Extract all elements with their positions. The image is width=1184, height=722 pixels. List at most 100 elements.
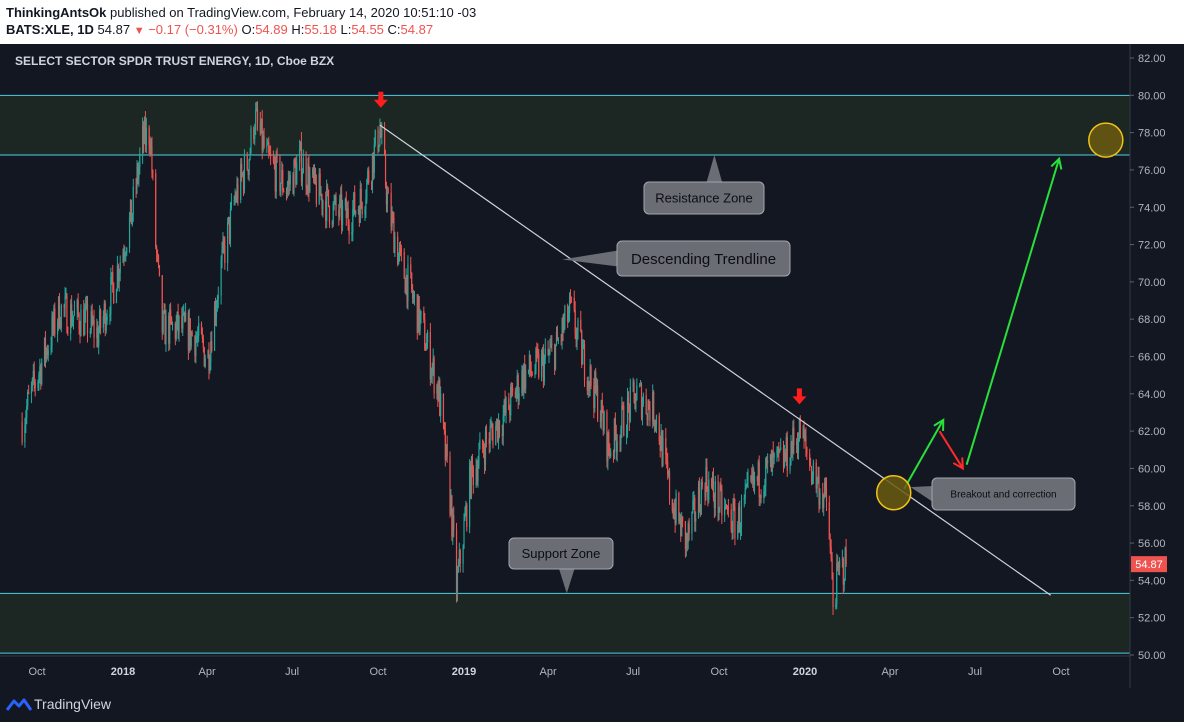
candle-body [387, 192, 389, 194]
candle-body [648, 401, 650, 409]
candle-body [365, 199, 367, 209]
candle-body [433, 358, 435, 394]
candle-body [175, 323, 177, 339]
candle-body [235, 196, 237, 201]
candle-body [645, 395, 647, 414]
candle-body [407, 264, 409, 302]
candle-body [457, 564, 459, 572]
candle-body [815, 462, 817, 489]
candle-body [606, 411, 608, 462]
candle-body [182, 314, 184, 329]
candle-body [189, 318, 191, 347]
y-tick-label: 78.00 [1138, 128, 1166, 140]
candle-body [327, 189, 330, 206]
tradingview-logo-icon[interactable] [6, 697, 32, 713]
candle-body [178, 316, 180, 333]
candle-body [97, 327, 99, 347]
candle-body [673, 508, 675, 518]
candle-body [255, 108, 258, 111]
candle-body [744, 488, 746, 499]
candle-body [601, 400, 603, 414]
candle-body [647, 401, 649, 420]
candle-body [322, 200, 324, 209]
y-tick-label: 54.00 [1138, 575, 1166, 587]
candle-body [464, 514, 466, 521]
candle-body [213, 305, 216, 351]
candle-body [488, 438, 490, 444]
candle-body [65, 295, 67, 297]
author-name[interactable]: ThinkingAntsOk [6, 5, 107, 20]
candle-body [261, 118, 263, 151]
breakout-circle [876, 474, 912, 511]
candle-body [443, 423, 445, 431]
price-chart[interactable]: Resistance Zone Descending Trendline Suppo… [0, 44, 1184, 688]
candle-body [501, 433, 503, 436]
candle-body [693, 498, 695, 501]
candle-body [228, 217, 231, 239]
candle-body [799, 418, 801, 439]
callout-pointer [910, 486, 933, 502]
candle-body [241, 173, 244, 176]
candle-body [302, 157, 304, 174]
candle-body [523, 364, 525, 391]
callout-box [508, 537, 614, 570]
candle-body [751, 476, 753, 481]
candle-body [320, 194, 322, 196]
candle-body [66, 295, 68, 333]
y-tick-label: 74.00 [1138, 202, 1166, 214]
candle-body [805, 436, 807, 448]
candle-body [570, 297, 573, 299]
candle-body [72, 315, 75, 321]
candle-body [373, 144, 375, 173]
candle-body [714, 481, 716, 509]
candle-body [334, 196, 336, 203]
candle-body [301, 173, 303, 182]
candle-body [547, 348, 549, 354]
candle-body [418, 296, 420, 331]
candle-body [649, 408, 651, 421]
candle-body [250, 128, 252, 153]
candle-body [789, 464, 791, 471]
candle-body [340, 194, 342, 199]
candle-body [740, 499, 743, 527]
candle-body [99, 310, 102, 328]
candle-body [779, 449, 781, 452]
candle-body [351, 231, 353, 235]
candle-body [168, 315, 170, 344]
candle-body [412, 289, 414, 299]
brand-name[interactable]: TradingView [34, 696, 112, 712]
candle-body [627, 397, 630, 405]
candle-body [524, 364, 526, 389]
high-label: H: [291, 22, 305, 37]
candle-body [599, 419, 601, 422]
candle-body [724, 505, 727, 507]
candle-body [667, 461, 669, 475]
chart-area[interactable]: Resistance Zone Descending Trendline Suppo… [0, 44, 1184, 688]
candle-body [289, 175, 291, 185]
candle-body [687, 523, 689, 543]
candle-body [725, 505, 728, 507]
candle-body [795, 441, 798, 446]
candle-body [405, 275, 407, 294]
candle-body [505, 397, 507, 414]
candle-body [719, 486, 721, 509]
candle-body [602, 413, 604, 431]
candle-body [476, 468, 478, 482]
candle-body [269, 152, 271, 156]
candle-body [91, 311, 93, 324]
candle-body [326, 186, 328, 222]
candle-body [129, 199, 132, 218]
candle-body [86, 303, 89, 334]
candle-body [495, 426, 497, 446]
candle-body [674, 508, 676, 524]
candle-body [455, 529, 458, 595]
candle-body [727, 507, 729, 510]
candle-body [471, 456, 474, 468]
candle-body [171, 323, 174, 325]
callout-text: Resistance Zone [655, 191, 753, 206]
candle-body [712, 477, 715, 498]
candle-body [367, 170, 369, 181]
candle-body [210, 341, 212, 363]
candle-body [836, 563, 838, 605]
candle-body [98, 331, 100, 347]
